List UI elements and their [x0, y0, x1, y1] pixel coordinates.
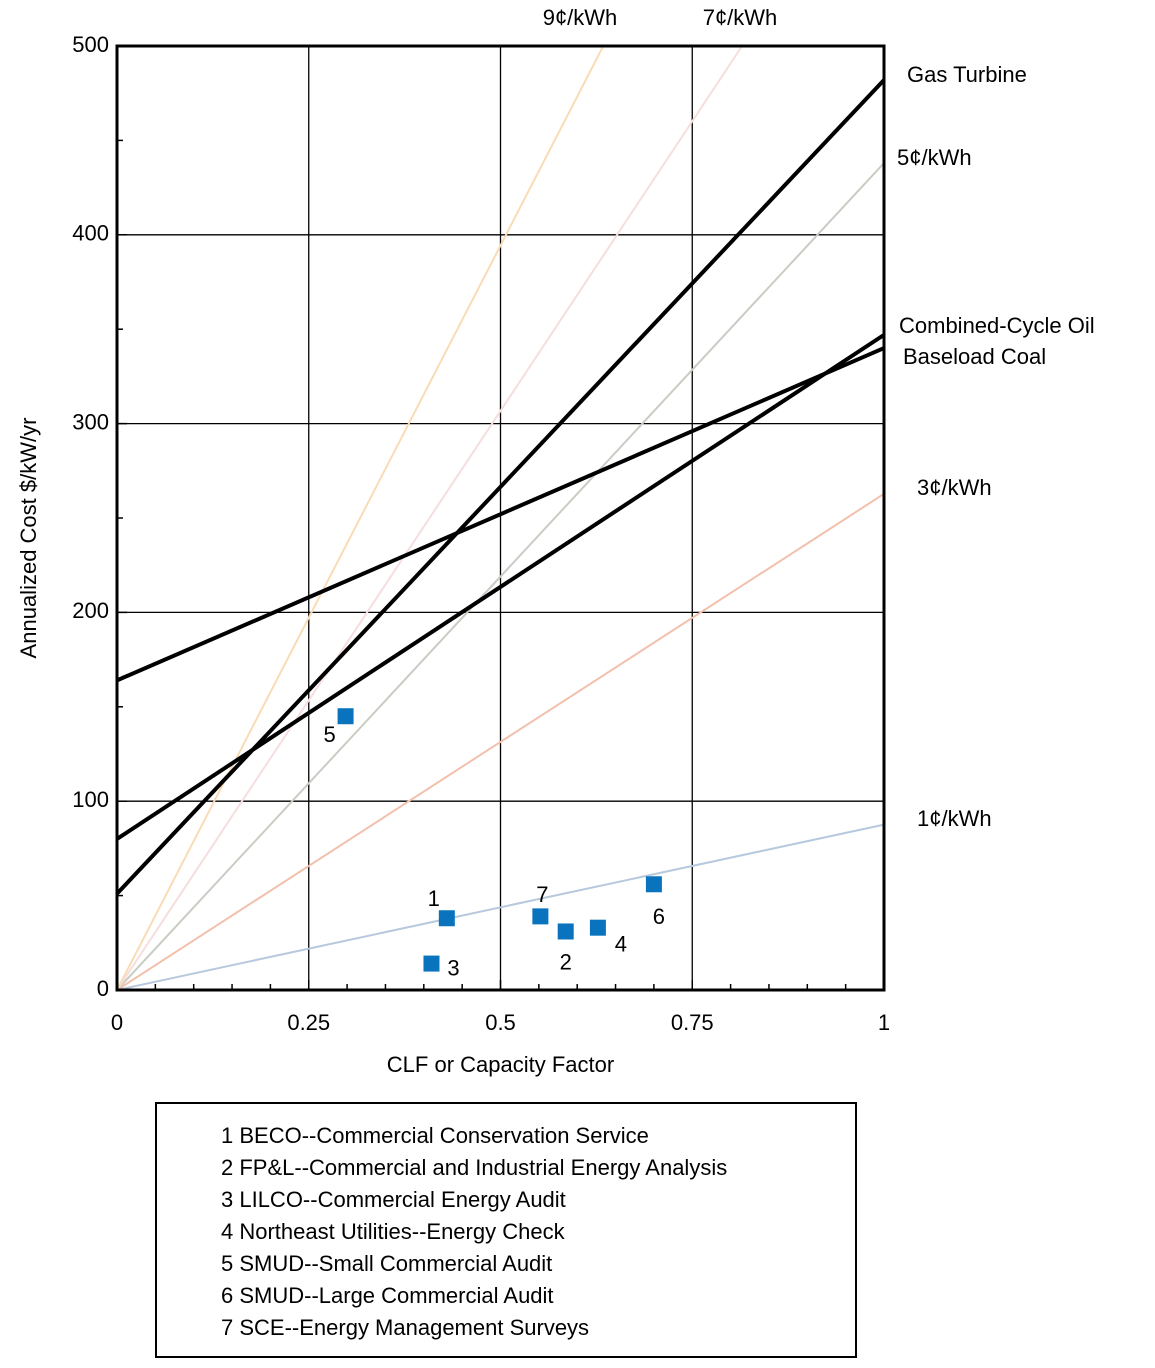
technology-lines [115, 78, 886, 896]
y-tick-label: 100 [72, 787, 109, 812]
legend-item: 4 Northeast Utilities--Energy Check [221, 1219, 565, 1244]
program-point [645, 876, 662, 893]
point-label: 1 [428, 886, 440, 911]
line-label: 9¢/kWh [543, 5, 618, 30]
grid [117, 46, 884, 990]
x-tick-label: 0.5 [485, 1010, 516, 1035]
legend: 1 BECO--Commercial Conservation Service … [155, 1102, 857, 1358]
cost-per-kwh-line [116, 162, 885, 991]
program-points: 1 2 3 4 5 6 7 [323, 708, 665, 980]
technology-line [116, 346, 885, 683]
line-label: Combined-Cycle Oil [899, 313, 1095, 338]
y-axis-title: Annualized Cost $/kW/yr [16, 418, 41, 659]
line-label: 3¢/kWh [917, 475, 992, 500]
y-tick-label: 500 [72, 32, 109, 57]
cost-per-kwh-line [116, 45, 605, 991]
point-label: 5 [323, 722, 335, 747]
legend-item: 7 SCE--Energy Management Surveys [221, 1315, 590, 1340]
plot-frame [115, 44, 886, 992]
line-label: 7¢/kWh [703, 5, 778, 30]
legend-item: 1 BECO--Commercial Conservation Service [221, 1123, 649, 1148]
program-point [557, 923, 574, 940]
legend-item: 3 LILCO--Commercial Energy Audit [221, 1187, 566, 1212]
legend-item: 2 FP&L--Commercial and Industrial Energy… [221, 1155, 728, 1180]
technology-line [115, 333, 886, 841]
point-label: 6 [653, 904, 665, 929]
line-label: Baseload Coal [903, 344, 1046, 369]
line-labels: Gas Turbine Combined-Cycle Oil Baseload Co… [543, 5, 1095, 831]
legend-item: 5 SMUD--Small Commercial Audit [221, 1251, 553, 1276]
y-tick-label: 400 [72, 221, 109, 246]
legend-list: 1 BECO--Commercial Conservation Service … [157, 1104, 855, 1344]
x-tick-label: 1 [878, 1010, 890, 1035]
cost-per-kwh-line [116, 823, 885, 991]
line-label: 5¢/kWh [897, 145, 972, 170]
x-tick-label: 0.75 [671, 1010, 714, 1035]
chart: 1 2 3 4 5 6 7 0 0.25 0.5 0.75 1 0 100 200 300 400 500 G… [16, 5, 1095, 1077]
point-label: 3 [447, 955, 459, 980]
x-axis-title: CLF or Capacity Factor [387, 1052, 614, 1077]
program-point [532, 908, 549, 925]
line-label: 1¢/kWh [917, 806, 992, 831]
cost-per-kwh-line [116, 45, 743, 991]
cost-per-kwh-lines [116, 45, 885, 991]
legend-item: 6 SMUD--Large Commercial Audit [221, 1283, 554, 1308]
technology-line [115, 78, 886, 896]
y-tick-label: 300 [72, 409, 109, 434]
point-label: 4 [615, 932, 627, 957]
line-label: Gas Turbine [907, 62, 1027, 87]
program-point [589, 919, 606, 936]
y-tick-label: 0 [97, 976, 109, 1001]
y-tick-label: 200 [72, 598, 109, 623]
point-label: 7 [536, 882, 548, 907]
x-tick-label: 0 [111, 1010, 123, 1035]
program-point [438, 910, 455, 927]
program-point [337, 708, 354, 725]
x-tick-label: 0.25 [287, 1010, 330, 1035]
y-tick-labels: 0 100 200 300 400 500 [72, 32, 109, 1001]
x-tick-labels: 0 0.25 0.5 0.75 1 [111, 1010, 890, 1035]
cost-per-kwh-line [116, 492, 885, 991]
program-point [423, 955, 440, 972]
point-label: 2 [560, 949, 572, 974]
